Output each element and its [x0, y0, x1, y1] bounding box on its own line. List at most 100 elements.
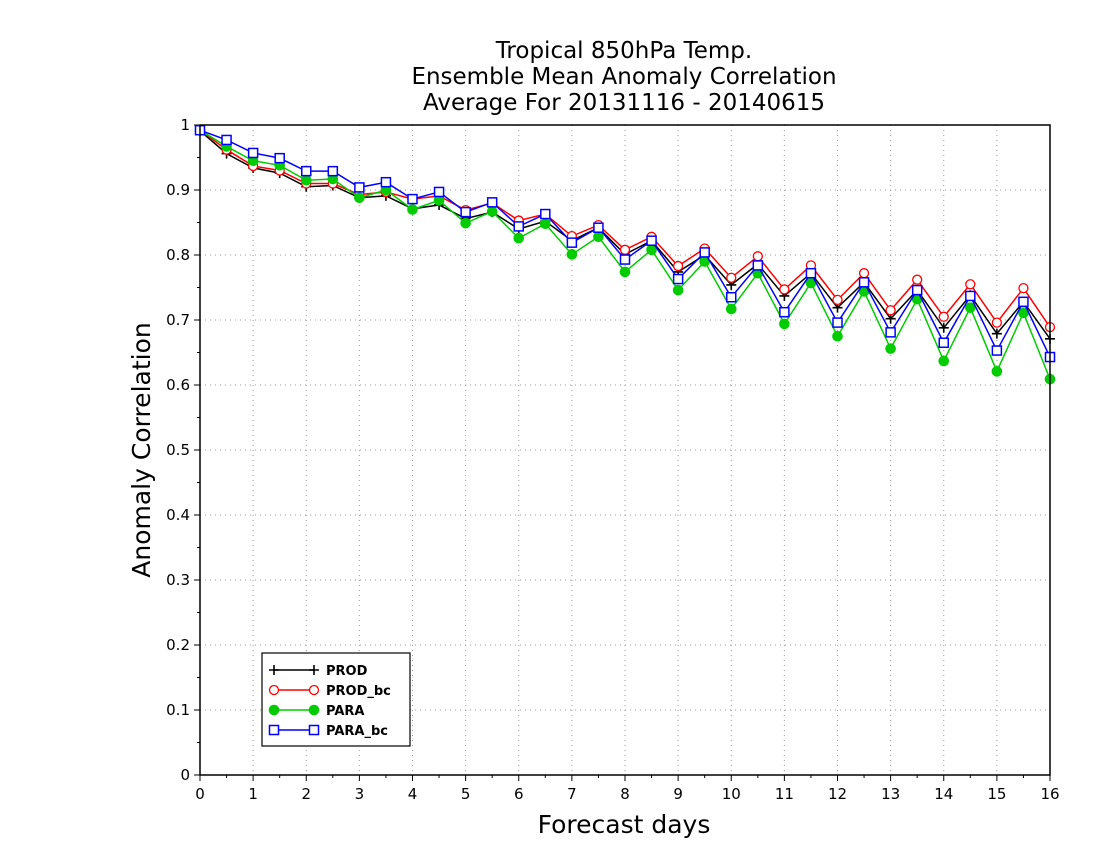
- x-axis-label: Forecast days: [538, 810, 711, 839]
- data-point: [221, 134, 232, 146]
- legend-marker: [268, 724, 280, 736]
- y-tick-label: 0.5: [166, 441, 190, 459]
- y-tick-label: 0.8: [166, 246, 190, 264]
- data-point: [540, 218, 551, 230]
- data-point: [752, 251, 763, 262]
- data-point: [885, 343, 896, 354]
- legend-label: PARA: [326, 704, 364, 719]
- data-point: [433, 186, 445, 198]
- x-tick-label: 14: [934, 785, 953, 803]
- legend-label: PROD_bc: [326, 684, 391, 699]
- y-tick-label: 0: [180, 766, 190, 784]
- data-point: [832, 330, 843, 342]
- data-point: [354, 182, 365, 193]
- series-line: [199, 130, 1051, 340]
- data-point: [460, 206, 471, 218]
- data-point: [247, 147, 259, 159]
- x-tick-label: 3: [355, 785, 365, 803]
- data-point: [1018, 296, 1029, 308]
- data-point: [779, 306, 790, 318]
- data-point: [486, 197, 498, 208]
- data-point: [566, 237, 578, 248]
- x-tick-label: 6: [514, 785, 524, 803]
- data-point: [1018, 282, 1029, 294]
- data-point: [726, 292, 737, 303]
- data-point: [672, 284, 684, 296]
- data-point: [672, 273, 684, 285]
- data-point: [938, 337, 949, 348]
- x-tick-label: 5: [461, 785, 471, 803]
- data-point: [646, 235, 657, 246]
- data-point: [540, 208, 551, 220]
- legend-marker: [269, 665, 279, 675]
- data-point: [380, 176, 392, 188]
- x-tick-label: 7: [567, 785, 577, 803]
- legend-item: PARA: [268, 704, 364, 719]
- data-point: [672, 260, 684, 272]
- grid: [200, 125, 1050, 775]
- x-tick-label: 12: [828, 785, 847, 803]
- data-point: [593, 231, 604, 243]
- data-point: [832, 317, 843, 328]
- legend-label: PARA_bc: [326, 724, 388, 739]
- data-point: [965, 279, 976, 290]
- data-point: [300, 174, 312, 186]
- data-point: [407, 204, 418, 215]
- chart-title: Tropical 850hPa Temp. Ensemble Mean Anom…: [411, 38, 836, 116]
- data-point: [460, 217, 471, 229]
- series-line: [199, 129, 1051, 358]
- y-tick-label: 0.9: [166, 181, 190, 199]
- data-point: [991, 366, 1003, 377]
- data-point: [274, 152, 285, 164]
- data-point: [619, 254, 631, 265]
- data-point: [725, 303, 737, 315]
- data-point: [991, 317, 1003, 328]
- series-prod: [195, 125, 1055, 344]
- data-point: [407, 193, 418, 205]
- data-point: [327, 165, 339, 177]
- data-point: [619, 244, 631, 255]
- data-point: [752, 260, 764, 271]
- legend-item: PROD_bc: [268, 684, 391, 699]
- legend-marker: [308, 684, 320, 696]
- y-tick-label: 1: [180, 116, 190, 134]
- data-point: [858, 268, 870, 279]
- y-tick-label: 0.4: [166, 506, 190, 524]
- data-point: [938, 311, 949, 322]
- data-point: [885, 327, 896, 338]
- x-tick-label: 13: [881, 785, 900, 803]
- data-point: [911, 284, 923, 296]
- y-tick-label: 0.7: [166, 311, 190, 329]
- series-para-bc: [194, 124, 1056, 363]
- x-tick-label: 9: [673, 785, 683, 803]
- legend-marker: [268, 684, 280, 696]
- y-tick-label: 0.3: [166, 571, 190, 589]
- legend-item: PROD: [269, 664, 368, 679]
- data-point: [805, 267, 817, 279]
- y-tick-label: 0.6: [166, 376, 190, 394]
- data-point: [991, 345, 1003, 356]
- data-point: [858, 277, 870, 288]
- data-point: [301, 165, 312, 177]
- x-tick-label: 11: [775, 785, 794, 803]
- data-point: [513, 221, 524, 232]
- data-point: [513, 232, 525, 244]
- legend-item: PARA_bc: [268, 724, 388, 739]
- data-point: [779, 318, 790, 330]
- axis-ticks: 0 1 2 3 4 5 6 7 8 9 10 11 12 13 14 15 1600.10.20.30.40.5…: [166, 116, 1059, 803]
- data-point: [832, 294, 843, 306]
- legend: PROD PROD_bc PARA PARA_bc: [261, 652, 411, 747]
- legend-marker: [268, 704, 280, 716]
- series-para: [194, 124, 1056, 385]
- title-line-2: Ensemble Mean Anomaly Correlation: [411, 64, 836, 90]
- plot-series: [194, 124, 1056, 385]
- x-tick-label: 1: [248, 785, 258, 803]
- data-point: [912, 274, 923, 285]
- data-point: [779, 284, 790, 295]
- data-point: [991, 328, 1002, 339]
- x-tick-label: 4: [408, 785, 418, 803]
- plot-frame: [199, 124, 1051, 776]
- series-prod-bc: [194, 125, 1056, 333]
- data-point: [938, 322, 949, 333]
